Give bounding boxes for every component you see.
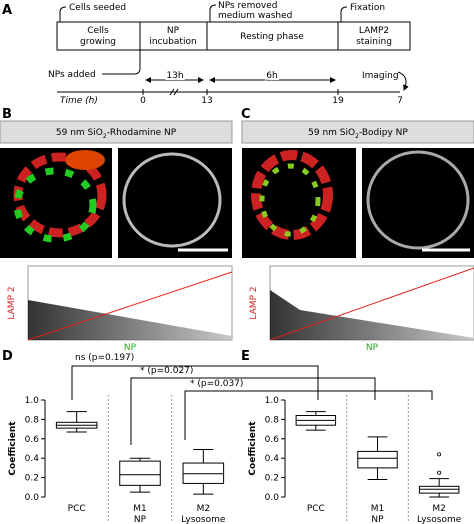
y-tick-label: 0.4: [265, 454, 280, 464]
comparison-label: * (p=0.037): [190, 379, 243, 389]
panel-title: 59 nm SiO2-Rhodamine NP: [56, 128, 177, 140]
x-axis-label: NP: [366, 343, 379, 353]
outlier: [437, 452, 442, 457]
callout: NPs removed: [218, 1, 277, 11]
y-tick-label: 0.0: [265, 493, 280, 503]
callout: NPs added: [48, 70, 96, 80]
y-tick-label: 0.2: [265, 474, 279, 484]
phase: Resting phase: [240, 32, 304, 42]
time-point: 13: [201, 96, 212, 106]
callout: Fixation: [350, 3, 385, 13]
panel-a: A Cells growing NP incubation Resting phas…: [2, 1, 411, 106]
x-tick-label: PCC: [68, 504, 86, 514]
x-tick-label: PCC: [307, 504, 325, 514]
x-tick-label: M2: [197, 504, 211, 514]
title-bar: [0, 120, 233, 144]
bracket: [130, 377, 376, 445]
callout-line: [209, 4, 217, 22]
micrograph-signal: [122, 152, 222, 248]
callout-line: [397, 71, 409, 91]
x-tick-label: Lysosome: [417, 515, 462, 524]
y-tick-label: 0.0: [25, 493, 40, 503]
panel-letter: C: [241, 107, 251, 122]
x-axis-label: NP: [124, 343, 137, 353]
micrograph: [362, 148, 474, 258]
y-tick-label: 0.8: [25, 415, 40, 425]
y-axis-label: Coefficient: [248, 421, 258, 476]
micrograph-signal: [366, 150, 470, 250]
panel-letter: B: [2, 107, 12, 122]
phase: Cells growing: [80, 26, 116, 47]
bracket: [71, 365, 319, 400]
comparison-label: ns (p=0.197): [75, 353, 134, 363]
callout: Cells seeded: [69, 3, 126, 13]
y-tick-label: 0.6: [25, 435, 40, 445]
micrograph: [118, 148, 232, 258]
box: [357, 450, 398, 469]
phase: NP incubation: [149, 26, 196, 47]
y-tick-label: 0.6: [265, 435, 280, 445]
panel-c: C 59 nm SiO2-Bodipy NP LAMP 2 NP: [241, 107, 474, 353]
title-bar: [241, 120, 474, 144]
time-point: 0: [140, 96, 146, 106]
scatter-cloud: [270, 290, 474, 340]
y-tick-label: 0.2: [25, 474, 39, 484]
x-tick-label: M1: [133, 504, 147, 514]
micrograph-signal: [251, 150, 333, 240]
x-tick-label: NP: [371, 515, 384, 524]
regression-line: [269, 267, 474, 341]
callout: Imaging: [362, 71, 399, 81]
y-tick-label: 0.8: [265, 415, 280, 425]
regression-line: [27, 271, 233, 341]
y-axis-label: LAMP 2: [249, 286, 259, 319]
x-tick-label: NP: [134, 515, 147, 524]
outlier: [437, 470, 442, 475]
scatter-cloud: [28, 300, 232, 340]
micrograph-signal: [13, 167, 97, 243]
y-axis-label: LAMP 2: [7, 286, 17, 319]
bracket: [184, 390, 433, 440]
y-tick-label: 1.0: [265, 396, 280, 406]
panel-letter: A: [2, 3, 12, 18]
phase: LAMP2 staining: [356, 26, 392, 47]
y-tick-label: 1.0: [25, 396, 40, 406]
time-point: 19: [332, 96, 344, 106]
duration: 13h: [166, 71, 183, 81]
axis-break: [169, 88, 179, 96]
micrograph-signal: [259, 163, 321, 237]
y-tick-label: 0.4: [25, 454, 40, 464]
panel-b: B 59 nm SiO2-Rhodamine NP LAMP 2 NP: [0, 107, 233, 353]
comparisons: ns (p=0.197) * (p=0.027) * (p=0.037): [71, 353, 433, 445]
x-tick-label: Lysosome: [181, 515, 226, 524]
callout: medium washed: [218, 11, 292, 21]
time-label: Time (h): [60, 96, 98, 106]
panel-letter: E: [241, 349, 250, 364]
panel-letter: D: [2, 349, 13, 364]
callout-line: [102, 50, 141, 75]
duration: 6h: [266, 71, 277, 81]
callout-line: [59, 6, 67, 22]
y-axis-label: Coefficient: [8, 421, 18, 476]
panel-title: 59 nm SiO2-Bodipy NP: [308, 128, 408, 140]
timeline-box: [56, 21, 411, 51]
comparison-label: * (p=0.027): [140, 366, 193, 376]
callout-line: [340, 6, 348, 22]
x-tick-label: M1: [371, 504, 385, 514]
micrograph-signal: [65, 150, 105, 170]
time-point: 7: [397, 96, 403, 106]
x-tick-label: M2: [432, 504, 446, 514]
box: [119, 460, 161, 486]
